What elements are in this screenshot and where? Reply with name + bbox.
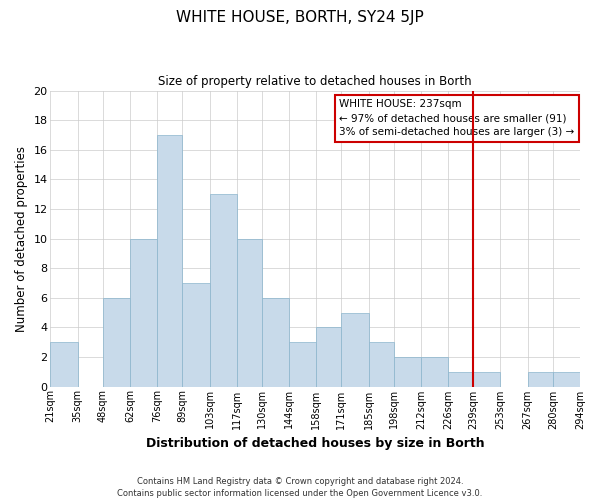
- Title: Size of property relative to detached houses in Borth: Size of property relative to detached ho…: [158, 75, 472, 88]
- Bar: [553, 372, 580, 386]
- Text: WHITE HOUSE, BORTH, SY24 5JP: WHITE HOUSE, BORTH, SY24 5JP: [176, 10, 424, 25]
- Bar: [448, 372, 473, 386]
- Bar: [236, 238, 262, 386]
- Y-axis label: Number of detached properties: Number of detached properties: [15, 146, 28, 332]
- Bar: [182, 283, 209, 387]
- Bar: [527, 372, 553, 386]
- Bar: [368, 342, 394, 386]
- Bar: [157, 135, 182, 386]
- Text: Contains HM Land Registry data © Crown copyright and database right 2024.
Contai: Contains HM Land Registry data © Crown c…: [118, 476, 482, 498]
- Bar: [421, 357, 448, 386]
- Bar: [130, 238, 157, 386]
- Bar: [289, 342, 316, 386]
- Bar: [394, 357, 421, 386]
- Text: WHITE HOUSE: 237sqm
← 97% of detached houses are smaller (91)
3% of semi-detache: WHITE HOUSE: 237sqm ← 97% of detached ho…: [340, 100, 575, 138]
- Bar: [209, 194, 236, 386]
- Bar: [341, 312, 368, 386]
- Bar: [316, 328, 341, 386]
- X-axis label: Distribution of detached houses by size in Borth: Distribution of detached houses by size …: [146, 437, 485, 450]
- Bar: [473, 372, 500, 386]
- Bar: [262, 298, 289, 386]
- Bar: [50, 342, 77, 386]
- Bar: [103, 298, 130, 386]
